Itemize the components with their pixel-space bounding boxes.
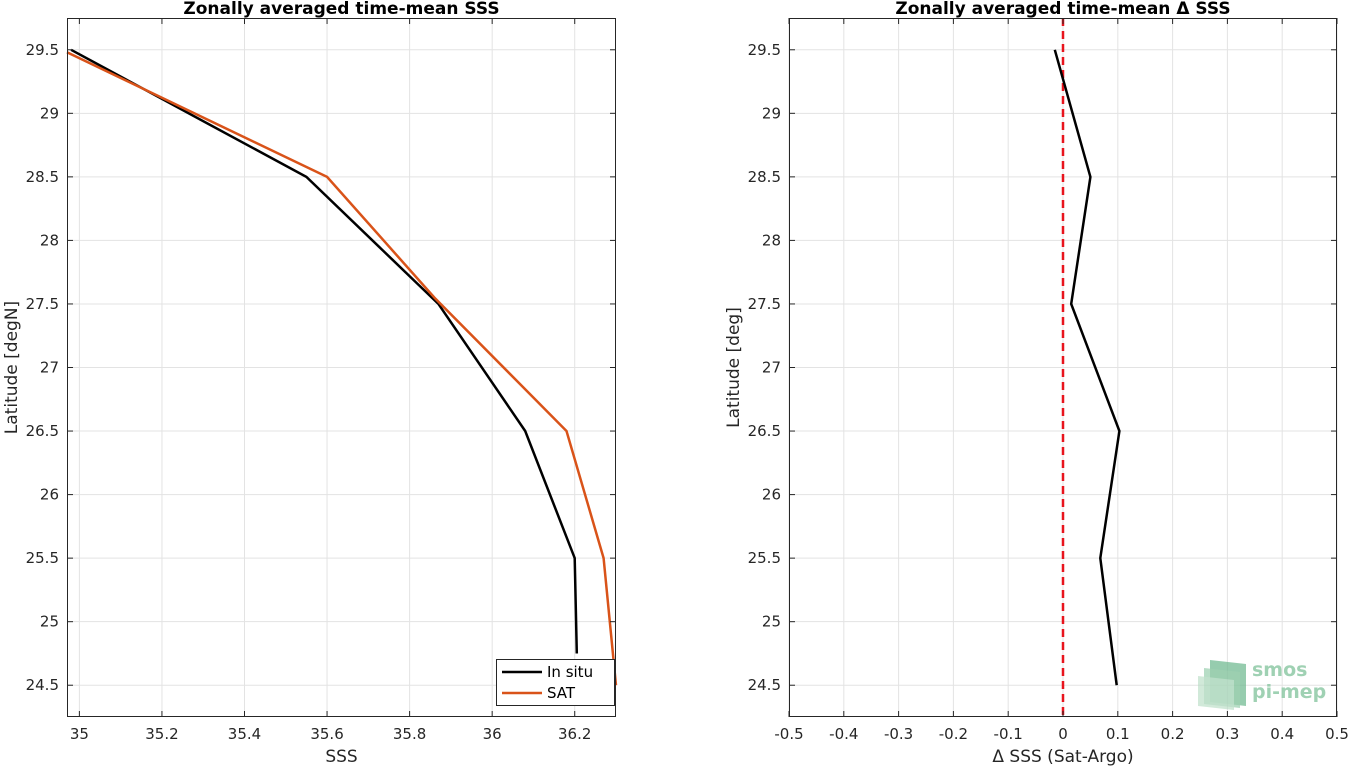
right-y-axis-label: Latitude [deg] xyxy=(724,307,744,428)
right-panel-delta-sss: -0.5 -0.4 -0.3 -0.2 -0.1 0 0.1 0.2 0.3 0.4 0.5 24.5… xyxy=(724,0,1349,767)
right-chart-title: Zonally averaged time-mean Δ SSS xyxy=(895,0,1230,19)
y-tick-label: 29 xyxy=(762,104,781,122)
logo-wave-icon xyxy=(1198,660,1246,710)
y-tick-label: 25.5 xyxy=(748,549,781,567)
x-tick-label: 0.4 xyxy=(1270,725,1294,743)
x-tick-label: 36 xyxy=(483,725,502,743)
y-tick-label: 29.5 xyxy=(26,41,59,59)
y-tick-label: 26 xyxy=(762,486,781,504)
x-tick-label: 0.5 xyxy=(1325,725,1349,743)
x-tick-label: 0.2 xyxy=(1161,725,1185,743)
x-tick-label: -0.4 xyxy=(829,725,858,743)
x-tick-label: 35.4 xyxy=(228,725,261,743)
logo-text-smos: smos xyxy=(1252,659,1307,681)
y-tick-label: 26.5 xyxy=(26,422,59,440)
y-tick-label: 25 xyxy=(762,613,781,631)
left-y-axis-label: Latitude [degN] xyxy=(2,301,22,434)
y-tick-label: 29 xyxy=(40,104,59,122)
legend: In situ SAT xyxy=(496,659,615,706)
y-tick-label: 24.5 xyxy=(26,676,59,694)
legend-entry-in-situ: In situ xyxy=(547,663,593,681)
y-tick-label: 26 xyxy=(40,486,59,504)
smos-pi-mep-logo: smos pi-mep xyxy=(1198,659,1326,710)
x-tick-label: 35.8 xyxy=(393,725,426,743)
x-tick-label: -0.1 xyxy=(994,725,1023,743)
legend-box xyxy=(496,659,615,706)
y-tick-label: 25 xyxy=(40,613,59,631)
y-tick-label: 27.5 xyxy=(748,295,781,313)
left-x-axis-label: SSS xyxy=(325,747,357,767)
x-tick-label: 36.2 xyxy=(558,725,591,743)
series-line-0 xyxy=(1053,49,1121,686)
y-tick-label: 26.5 xyxy=(748,422,781,440)
x-tick-label: 0 xyxy=(1058,725,1068,743)
left-chart-title: Zonally averaged time-mean SSS xyxy=(183,0,499,19)
left-gridlines xyxy=(67,18,616,717)
y-tick-label: 27.5 xyxy=(26,295,59,313)
logo-text-pi-mep: pi-mep xyxy=(1252,681,1326,703)
left-tick-labels: 35 35.2 35.4 35.6 35.8 36 36.2 24.5 25 25.5 26 26.5… xyxy=(26,18,616,743)
series-line-1 xyxy=(66,51,618,686)
y-tick-label: 28 xyxy=(762,231,781,249)
x-tick-label: -0.5 xyxy=(774,725,803,743)
legend-entry-sat: SAT xyxy=(547,684,576,702)
y-tick-label: 25.5 xyxy=(26,549,59,567)
y-tick-label: 28 xyxy=(40,231,59,249)
x-tick-label: -0.3 xyxy=(884,725,913,743)
x-tick-label: 0.1 xyxy=(1106,725,1130,743)
x-tick-label: 35.2 xyxy=(145,725,178,743)
y-tick-label: 29.5 xyxy=(748,41,781,59)
y-tick-label: 28.5 xyxy=(26,168,59,186)
x-tick-label: 35.6 xyxy=(310,725,343,743)
y-tick-label: 28.5 xyxy=(748,168,781,186)
left-series xyxy=(66,48,618,686)
left-panel-sss: 35 35.2 35.4 35.6 35.8 36 36.2 24.5 25 25.5 26 26.5… xyxy=(2,0,618,767)
y-tick-label: 27 xyxy=(40,359,59,377)
y-tick-label: 24.5 xyxy=(748,676,781,694)
x-tick-label: 35 xyxy=(70,725,89,743)
right-series xyxy=(1053,49,1121,686)
y-tick-label: 27 xyxy=(762,359,781,377)
x-tick-label: -0.2 xyxy=(939,725,968,743)
x-tick-label: 0.3 xyxy=(1215,725,1239,743)
series-line-0 xyxy=(70,48,579,654)
right-tick-labels: -0.5 -0.4 -0.3 -0.2 -0.1 0 0.1 0.2 0.3 0.4 0.5 24.5… xyxy=(748,18,1349,743)
right-x-axis-label: Δ SSS (Sat-Argo) xyxy=(992,747,1133,767)
